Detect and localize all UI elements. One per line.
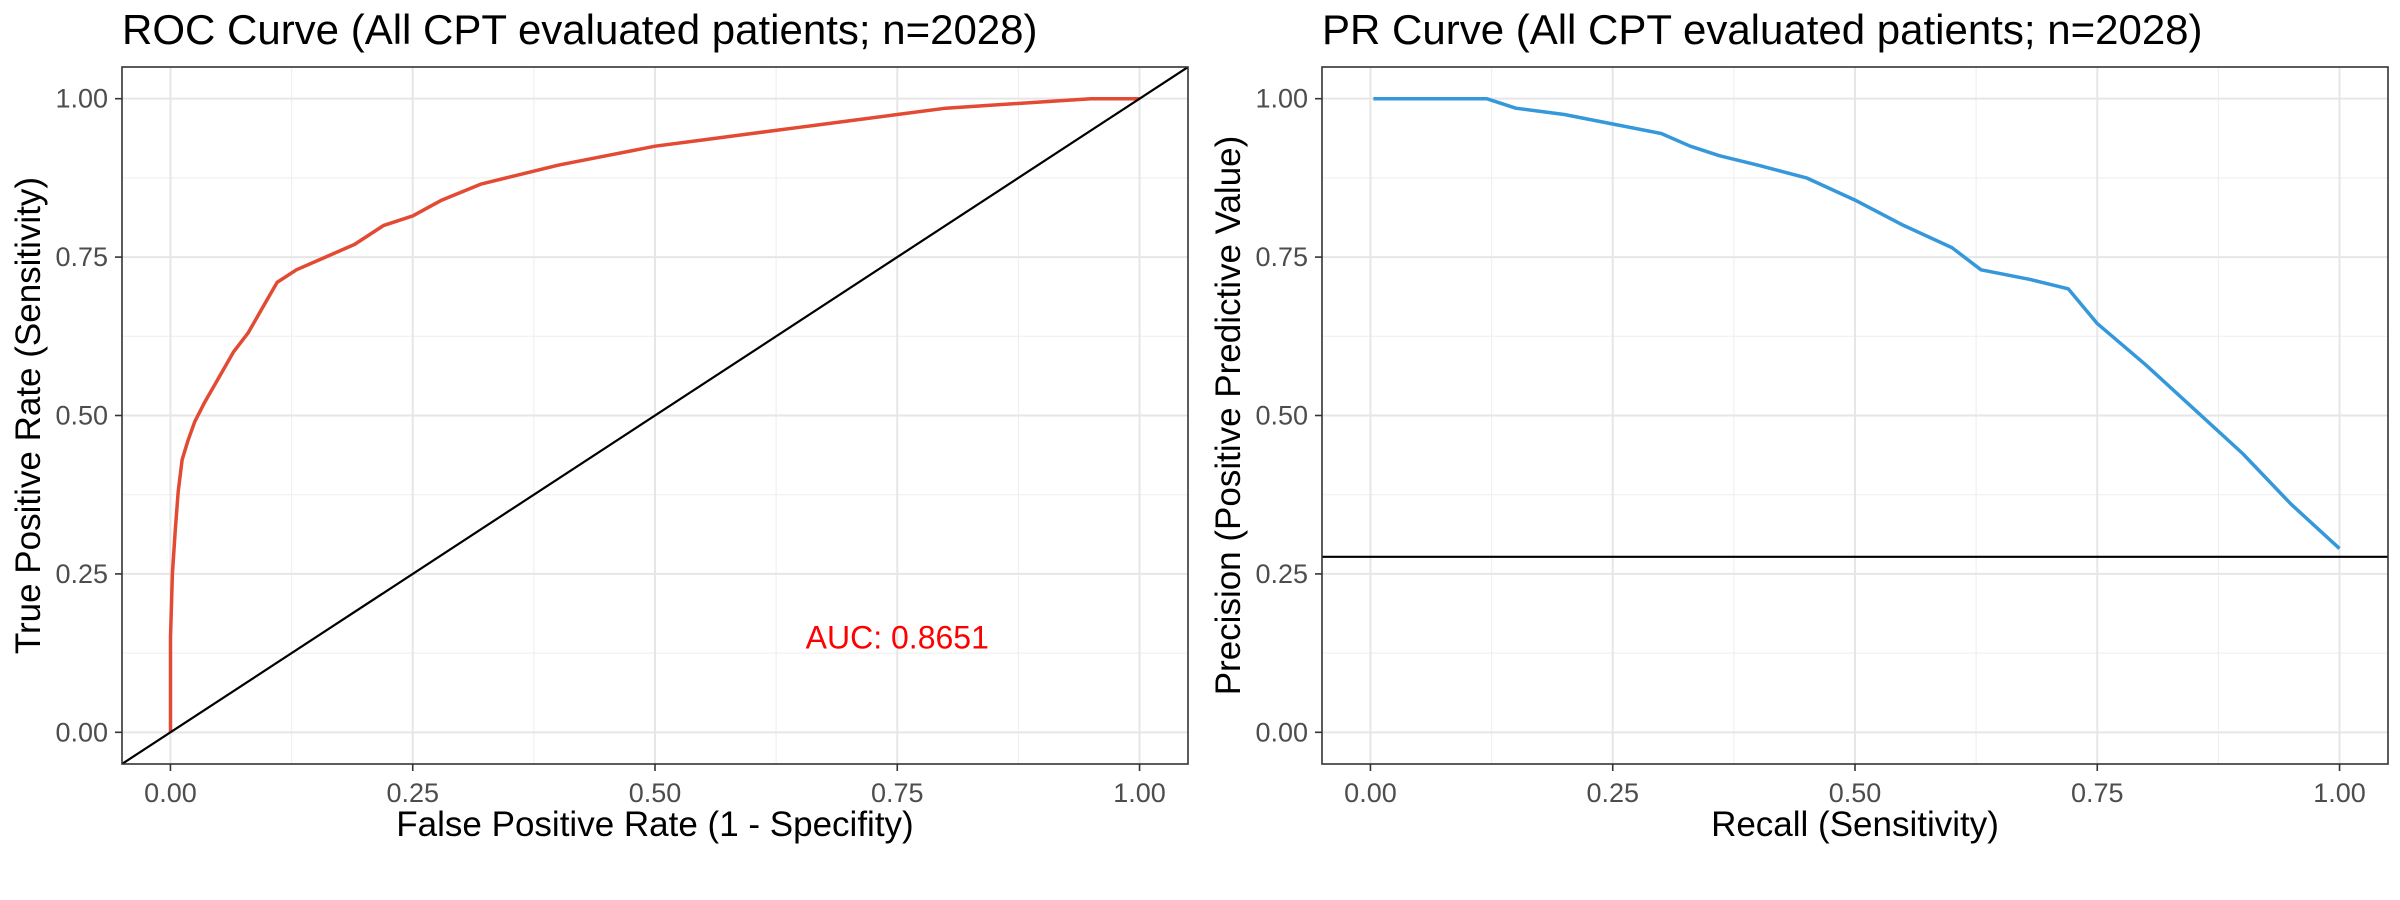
gridlines [1322, 67, 2388, 764]
chart-title: PR Curve (All CPT evaluated patients; n=… [1322, 6, 2203, 53]
y-tick-label: 0.75 [1255, 242, 1308, 272]
y-tick-label: 1.00 [55, 84, 108, 114]
y-axis-label: True Positive Rate (Sensitivity) [9, 177, 48, 654]
y-tick-label: 0.00 [1255, 717, 1308, 747]
y-tick-label: 0.75 [55, 242, 108, 272]
x-axis-label: False Positive Rate (1 - Specifity) [396, 805, 913, 844]
chart-panel-1: 0.00 0.25 0.50 0.75 1.00 0.00 0.25 0.50 0.75 1.00… [9, 6, 1189, 844]
series-line-1 [1373, 96, 2341, 550]
x-tick-label: 0.50 [629, 778, 682, 808]
x-axis-label: Recall (Sensitivity) [1711, 805, 1999, 844]
x-tick-label: 0.75 [871, 778, 924, 808]
x-tick-label: 0.50 [1829, 778, 1882, 808]
y-tick-label: 0.25 [1255, 559, 1308, 589]
x-tick-label: 0.00 [1344, 778, 1397, 808]
x-tick-label: 0.75 [2071, 778, 2124, 808]
chart-panel-2: 0.00 0.25 0.50 0.75 1.00 0.00 0.25 0.50 0.75 1.00… [1209, 6, 2389, 844]
chart-title: ROC Curve (All CPT evaluated patients; n… [122, 6, 1038, 53]
series-line-2 [122, 67, 1188, 764]
y-axis-label: Precision (Positive Predictive Value) [1209, 136, 1248, 696]
y-tick-label: 0.50 [55, 401, 108, 431]
series-line-1 [168, 96, 1140, 733]
ticks: 0.00 0.25 0.50 0.75 1.00 0.00 0.25 0.50 0.75 1.00 [55, 84, 1165, 808]
x-tick-label: 1.00 [1113, 778, 1166, 808]
x-tick-label: 0.25 [1586, 778, 1639, 808]
y-tick-label: 0.25 [55, 559, 108, 589]
series-group [1322, 96, 2388, 558]
x-tick-label: 1.00 [2313, 778, 2366, 808]
series-group [122, 67, 1188, 764]
x-tick-label: 0.25 [386, 778, 439, 808]
x-tick-label: 0.00 [144, 778, 197, 808]
y-tick-label: 0.50 [1255, 401, 1308, 431]
y-tick-label: 0.00 [55, 717, 108, 747]
ticks: 0.00 0.25 0.50 0.75 1.00 0.00 0.25 0.50 0.75 1.00 [1255, 84, 2365, 808]
auc-annotation: AUC: 0.8651 [806, 619, 989, 655]
y-tick-label: 1.00 [1255, 84, 1308, 114]
